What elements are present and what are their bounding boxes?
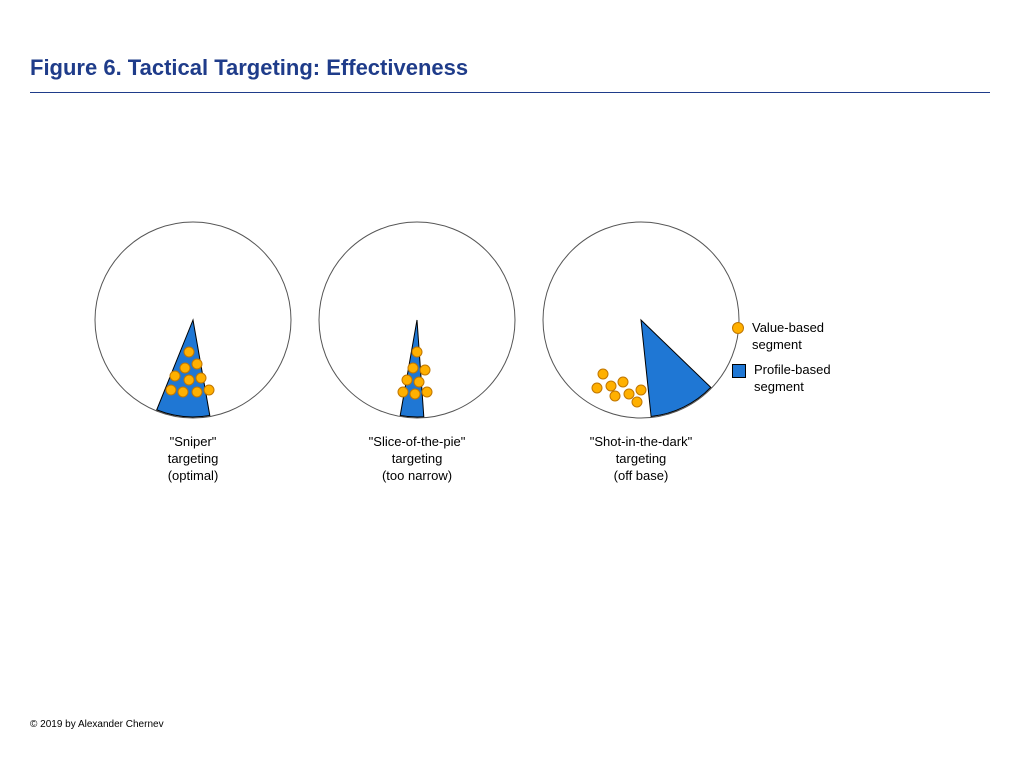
panel-sniper: "Sniper"targeting(optimal) xyxy=(90,220,296,485)
value-segment-dot xyxy=(178,387,188,397)
legend-item-value: Value-basedsegment xyxy=(732,320,831,354)
panel-shot: "Shot-in-the-dark"targeting(off base) xyxy=(538,220,744,485)
value-segment-dot xyxy=(414,377,424,387)
diagram-slice xyxy=(317,220,517,420)
value-segment-dot xyxy=(192,359,202,369)
value-segment-dot xyxy=(184,375,194,385)
legend-label-line: Value-based xyxy=(752,320,824,337)
value-segment-dot xyxy=(618,377,628,387)
value-segment-dot xyxy=(398,387,408,397)
panel-label-line: targeting xyxy=(590,451,692,468)
value-segment-dot xyxy=(598,369,608,379)
value-segment-dot xyxy=(192,387,202,397)
panel-slice: "Slice-of-the-pie"targeting(too narrow) xyxy=(314,220,520,485)
value-segment-dot xyxy=(196,373,206,383)
value-segment-dot xyxy=(636,385,646,395)
legend-label-line: segment xyxy=(752,337,824,354)
diagram-shot xyxy=(541,220,741,420)
value-segment-dot xyxy=(408,363,418,373)
legend-label: Value-basedsegment xyxy=(752,320,824,354)
legend-label-line: Profile-based xyxy=(754,362,831,379)
legend: Value-basedsegmentProfile-basedsegment xyxy=(732,320,831,404)
figure-title: Figure 6. Tactical Targeting: Effectiven… xyxy=(30,55,468,81)
value-segment-dot xyxy=(402,375,412,385)
title-rule xyxy=(30,92,990,93)
panel-label-slice: "Slice-of-the-pie"targeting(too narrow) xyxy=(369,434,466,485)
value-segment-dot xyxy=(422,387,432,397)
panel-label-line: "Sniper" xyxy=(168,434,219,451)
value-segment-dot xyxy=(180,363,190,373)
panel-label-shot: "Shot-in-the-dark"targeting(off base) xyxy=(590,434,692,485)
value-segment-dot xyxy=(166,385,176,395)
panel-label-line: targeting xyxy=(168,451,219,468)
diagram-sniper xyxy=(93,220,293,420)
value-segment-dot xyxy=(410,389,420,399)
value-segment-dot xyxy=(170,371,180,381)
value-segment-dot xyxy=(412,347,422,357)
panel-label-line: "Slice-of-the-pie" xyxy=(369,434,466,451)
panel-label-line: (too narrow) xyxy=(369,468,466,485)
legend-item-profile: Profile-basedsegment xyxy=(732,362,831,396)
panel-label-sniper: "Sniper"targeting(optimal) xyxy=(168,434,219,485)
value-segment-dot xyxy=(592,383,602,393)
value-segment-dot xyxy=(606,381,616,391)
value-segment-dot xyxy=(204,385,214,395)
value-segment-dot xyxy=(610,391,620,401)
value-segment-dot xyxy=(184,347,194,357)
legend-label-line: segment xyxy=(754,379,831,396)
panel-label-line: targeting xyxy=(369,451,466,468)
panel-label-line: "Shot-in-the-dark" xyxy=(590,434,692,451)
value-segment-dot xyxy=(624,389,634,399)
panel-label-line: (optimal) xyxy=(168,468,219,485)
value-segment-dot xyxy=(420,365,430,375)
diagram-row: "Sniper"targeting(optimal)"Slice-of-the-… xyxy=(90,220,744,485)
legend-label: Profile-basedsegment xyxy=(754,362,831,396)
profile-square-icon xyxy=(732,364,746,378)
value-segment-dot xyxy=(632,397,642,407)
value-dot-icon xyxy=(732,322,744,334)
panel-label-line: (off base) xyxy=(590,468,692,485)
copyright: © 2019 by Alexander Chernev xyxy=(30,719,164,730)
